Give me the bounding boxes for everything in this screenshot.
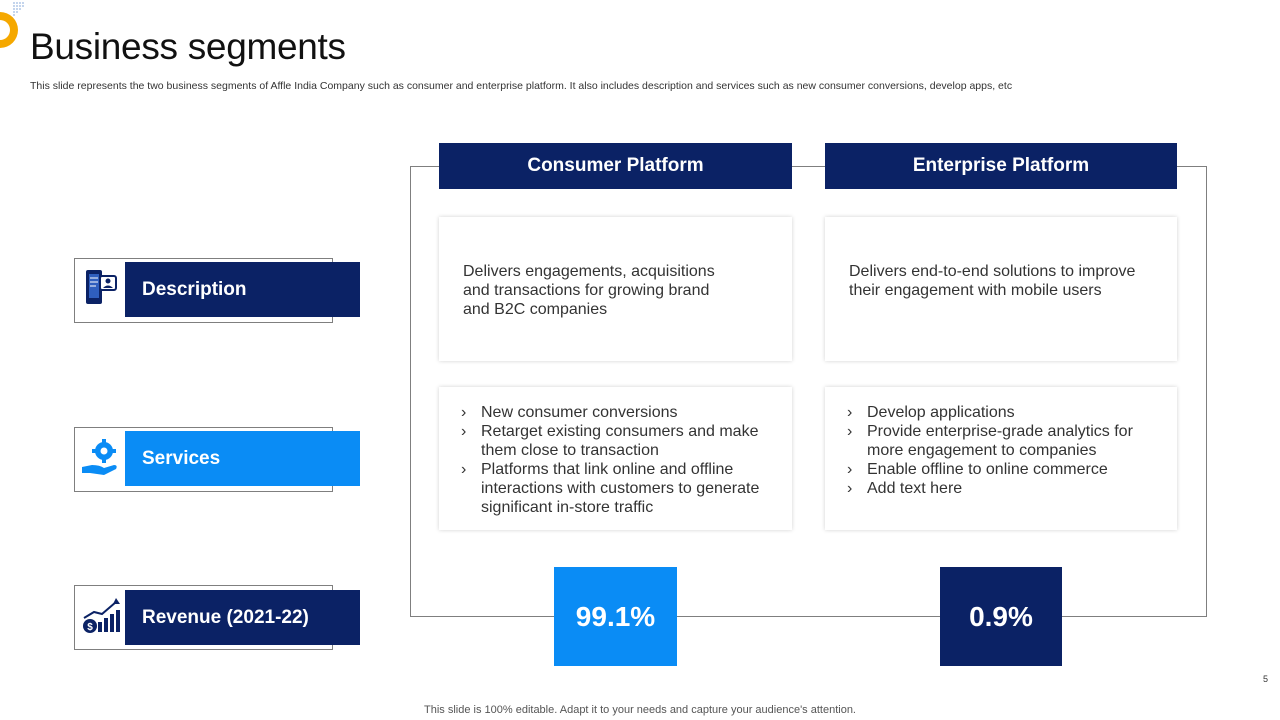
enterprise-description-card: Delivers end-to-end solutions to improve… — [825, 217, 1177, 361]
list-item: › Develop applications — [847, 404, 1015, 421]
consumer-platform-header: Consumer Platform — [439, 143, 792, 189]
enterprise-services-card: › Develop applications › Provide enterpris… — [825, 387, 1177, 530]
list-item: › Retarget existing consumers and make th… — [461, 423, 759, 459]
page-number: 5 — [1262, 674, 1268, 684]
chevron-right-icon: › — [847, 480, 853, 497]
list-item: › Enable offline to online commerce — [847, 461, 1108, 478]
page-subtitle: This slide represents the two business s… — [30, 80, 1013, 92]
consumer-description-card: Delivers engagements, acquisitions and t… — [439, 217, 792, 361]
platforms-frame — [410, 166, 1207, 617]
chevron-right-icon: › — [847, 404, 853, 421]
services-row-label: Services — [125, 431, 360, 486]
list-item: › Provide enterprise-grade analytics for … — [847, 423, 1133, 459]
consumer-description-text: Delivers engagements, acquisitions and t… — [463, 263, 715, 318]
svg-text:$: $ — [87, 622, 93, 633]
gear-hand-icon — [82, 439, 117, 475]
chevron-right-icon: › — [461, 423, 467, 440]
dollar-growth-chart-icon: $ — [83, 598, 120, 633]
footer-note: This slide is 100% editable. Adapt it to… — [424, 704, 856, 716]
mobile-user-icon — [86, 270, 117, 304]
revenue-row-label: Revenue (2021-22) — [125, 590, 360, 645]
enterprise-services-list: › Develop applications › Provide enterpris… — [847, 403, 1147, 498]
consumer-services-card: › New consumer conversions › Retarget exis… — [439, 387, 792, 530]
description-row-label: Description — [125, 262, 360, 317]
enterprise-platform-header: Enterprise Platform — [825, 143, 1177, 189]
chevron-right-icon: › — [461, 461, 467, 478]
list-item: › Platforms that link online and offline … — [461, 461, 760, 516]
chevron-right-icon: › — [847, 423, 853, 440]
chevron-right-icon: › — [847, 461, 853, 478]
enterprise-description-text: Delivers end-to-end solutions to improve… — [849, 263, 1136, 299]
consumer-revenue-value: 99.1% — [554, 567, 677, 666]
consumer-services-list: › New consumer conversions › Retarget exis… — [461, 403, 762, 517]
page-title: Business segments — [30, 26, 346, 67]
enterprise-revenue-value: 0.9% — [940, 567, 1062, 666]
list-item: › Add text here — [847, 480, 963, 497]
corner-decoration — [0, 2, 24, 48]
chevron-right-icon: › — [461, 404, 467, 421]
list-item: › New consumer conversions — [461, 404, 678, 421]
